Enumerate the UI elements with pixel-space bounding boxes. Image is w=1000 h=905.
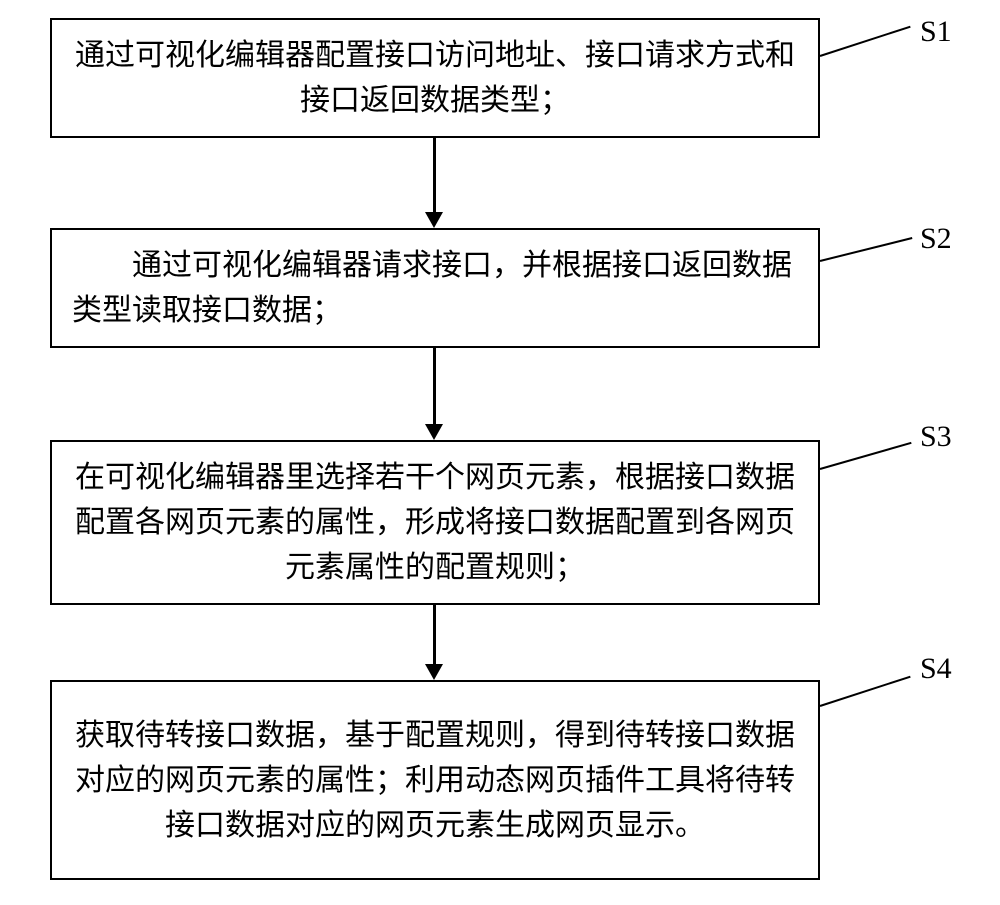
step-label-s3: S3 — [920, 420, 952, 454]
arrow-head-1 — [425, 212, 443, 228]
flow-node-s3: 在可视化编辑器里选择若干个网页元素，根据接口数据配置各网页元素的属性，形成将接口… — [50, 440, 820, 605]
flow-node-s1: 通过可视化编辑器配置接口访问地址、接口请求方式和接口返回数据类型； — [50, 18, 820, 138]
flow-text-s3: 在可视化编辑器里选择若干个网页元素，根据接口数据配置各网页元素的属性，形成将接口… — [72, 455, 798, 590]
flow-node-s4: 获取待转接口数据，基于配置规则，得到待转接口数据对应的网页元素的属性；利用动态网… — [50, 680, 820, 880]
leader-line-s3 — [820, 442, 912, 470]
flow-node-s2: 通过可视化编辑器请求接口，并根据接口返回数据类型读取接口数据； — [50, 228, 820, 348]
arrow-head-3 — [425, 664, 443, 680]
arrow-line-1 — [433, 138, 436, 213]
flow-text-s2: 通过可视化编辑器请求接口，并根据接口返回数据类型读取接口数据； — [72, 243, 798, 333]
leader-line-s4 — [820, 676, 911, 707]
leader-line-s2 — [820, 237, 913, 262]
step-label-s1: S1 — [920, 15, 952, 49]
arrow-line-3 — [433, 605, 436, 665]
flowchart-container: 通过可视化编辑器配置接口访问地址、接口请求方式和接口返回数据类型； S1 通过可… — [0, 0, 1000, 905]
arrow-line-2 — [433, 348, 436, 425]
flow-text-s4: 获取待转接口数据，基于配置规则，得到待转接口数据对应的网页元素的属性；利用动态网… — [72, 713, 798, 848]
step-label-s2: S2 — [920, 222, 952, 256]
arrow-head-2 — [425, 424, 443, 440]
leader-line-s1 — [820, 26, 911, 57]
flow-text-s1: 通过可视化编辑器配置接口访问地址、接口请求方式和接口返回数据类型； — [72, 33, 798, 123]
step-label-s4: S4 — [920, 652, 952, 686]
